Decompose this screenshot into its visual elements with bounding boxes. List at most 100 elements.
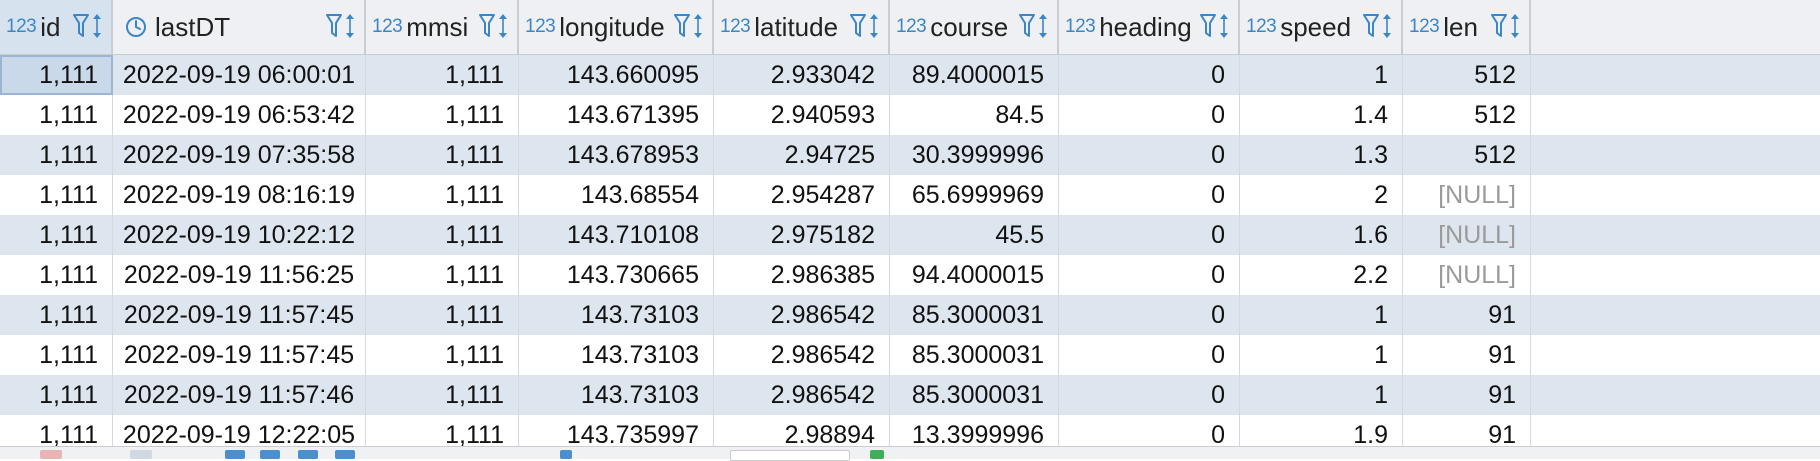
cell-speed[interactable]: 1 xyxy=(1240,335,1403,375)
cell-course[interactable]: 85.3000031 xyxy=(890,335,1059,375)
column-header-course[interactable]: 123 course xyxy=(890,0,1059,54)
cell-speed[interactable]: 1 xyxy=(1240,375,1403,415)
cell-mmsi[interactable]: 1,111 xyxy=(366,175,519,215)
cell-lastDT[interactable]: 2022-09-19 11:57:45 xyxy=(113,335,366,375)
toolbar-button[interactable] xyxy=(298,450,318,459)
table-row[interactable]: 1,111 2022-09-19 10:22:12 1,111 143.710108 2… xyxy=(0,215,1820,255)
filter-icon[interactable] xyxy=(1200,12,1216,45)
cell-lastDT[interactable]: 2022-09-19 10:22:12 xyxy=(113,215,366,255)
table-row[interactable]: 1,111 2022-09-19 11:57:46 1,111 143.73103 2.… xyxy=(0,375,1820,415)
table-row[interactable]: 1,111 2022-09-19 08:16:19 1,111 143.68554 2.… xyxy=(0,175,1820,215)
column-header-speed[interactable]: 123 speed xyxy=(1240,0,1403,54)
cell-course[interactable]: 85.3000031 xyxy=(890,375,1059,415)
table-row[interactable]: 1,111 2022-09-19 11:56:25 1,111 143.730665 2… xyxy=(0,255,1820,295)
filter-icon[interactable] xyxy=(1019,12,1035,45)
cell-lastDT[interactable]: 2022-09-19 07:35:58 xyxy=(113,135,366,175)
filter-icon[interactable] xyxy=(850,12,866,45)
cell-mmsi[interactable]: 1,111 xyxy=(366,255,519,295)
cell-mmsi[interactable]: 1,111 xyxy=(366,295,519,335)
cell-course[interactable]: 89.4000015 xyxy=(890,55,1059,95)
cell-latitude[interactable]: 2.94725 xyxy=(714,135,890,175)
cell-id[interactable]: 1,111 xyxy=(0,415,113,455)
cell-lastDT[interactable]: 2022-09-19 06:00:01 xyxy=(113,55,366,95)
column-header-lastDT[interactable]: lastDT xyxy=(113,0,366,54)
filter-icon[interactable] xyxy=(1363,12,1379,45)
filter-icon[interactable] xyxy=(1491,12,1507,45)
cell-mmsi[interactable]: 1,111 xyxy=(366,335,519,375)
cell-len[interactable]: 91 xyxy=(1403,415,1531,455)
filter-icon[interactable] xyxy=(73,12,89,45)
cell-mmsi[interactable]: 1,111 xyxy=(366,415,519,455)
toolbar-button[interactable] xyxy=(560,450,572,459)
cell-course[interactable]: 30.3999996 xyxy=(890,135,1059,175)
cell-mmsi[interactable]: 1,111 xyxy=(366,55,519,95)
cell-id[interactable]: 1,111 xyxy=(0,295,113,335)
cell-lastDT[interactable]: 2022-09-19 12:22:05 xyxy=(113,415,366,455)
cell-id[interactable]: 1,111 xyxy=(0,215,113,255)
sort-icon[interactable] xyxy=(91,12,103,45)
cell-heading[interactable]: 0 xyxy=(1059,375,1240,415)
column-header-id[interactable]: 123 id xyxy=(0,0,113,54)
cell-len[interactable]: [NULL] xyxy=(1403,255,1531,295)
cell-heading[interactable]: 0 xyxy=(1059,255,1240,295)
cell-latitude[interactable]: 2.986542 xyxy=(714,335,890,375)
cell-course[interactable]: 65.6999969 xyxy=(890,175,1059,215)
cell-len[interactable]: 91 xyxy=(1403,295,1531,335)
cell-id[interactable]: 1,111 xyxy=(0,375,113,415)
toolbar-field[interactable] xyxy=(730,450,850,461)
cell-id[interactable]: 1,111 xyxy=(0,95,113,135)
cell-lastDT[interactable]: 2022-09-19 06:53:42 xyxy=(113,95,366,135)
cell-longitude[interactable]: 143.710108 xyxy=(519,215,714,255)
cell-latitude[interactable]: 2.940593 xyxy=(714,95,890,135)
cell-len[interactable]: [NULL] xyxy=(1403,215,1531,255)
cell-id[interactable]: 1,111 xyxy=(0,135,113,175)
cell-latitude[interactable]: 2.98894 xyxy=(714,415,890,455)
cell-speed[interactable]: 2.2 xyxy=(1240,255,1403,295)
cell-latitude[interactable]: 2.986542 xyxy=(714,375,890,415)
filter-icon[interactable] xyxy=(674,12,690,45)
sort-icon[interactable] xyxy=(1037,12,1049,45)
cell-course[interactable]: 45.5 xyxy=(890,215,1059,255)
cell-latitude[interactable]: 2.954287 xyxy=(714,175,890,215)
table-row[interactable]: 1,111 2022-09-19 11:57:45 1,111 143.73103 2.… xyxy=(0,295,1820,335)
filter-icon[interactable] xyxy=(326,12,342,45)
cell-id[interactable]: 1,111 xyxy=(0,335,113,375)
toolbar-button[interactable] xyxy=(130,450,152,459)
cell-len[interactable]: 512 xyxy=(1403,55,1531,95)
cell-longitude[interactable]: 143.678953 xyxy=(519,135,714,175)
cell-len[interactable]: 512 xyxy=(1403,135,1531,175)
cell-id[interactable]: 1,111 xyxy=(0,175,113,215)
cell-longitude[interactable]: 143.73103 xyxy=(519,375,714,415)
cell-heading[interactable]: 0 xyxy=(1059,215,1240,255)
cell-speed[interactable]: 1 xyxy=(1240,295,1403,335)
cell-speed[interactable]: 1.3 xyxy=(1240,135,1403,175)
cell-latitude[interactable]: 2.986542 xyxy=(714,295,890,335)
table-row[interactable]: 1,111 2022-09-19 06:00:01 1,111 143.660095 2… xyxy=(0,55,1820,95)
cell-latitude[interactable]: 2.986385 xyxy=(714,255,890,295)
toolbar-button[interactable] xyxy=(870,450,884,459)
cell-course[interactable]: 13.3999996 xyxy=(890,415,1059,455)
cell-len[interactable]: 512 xyxy=(1403,95,1531,135)
cell-course[interactable]: 94.4000015 xyxy=(890,255,1059,295)
cell-speed[interactable]: 1 xyxy=(1240,55,1403,95)
cell-speed[interactable]: 1.6 xyxy=(1240,215,1403,255)
sort-icon[interactable] xyxy=(692,12,704,45)
sort-icon[interactable] xyxy=(1381,12,1393,45)
column-header-len[interactable]: 123 len xyxy=(1403,0,1531,54)
sort-icon[interactable] xyxy=(1509,12,1521,45)
cell-heading[interactable]: 0 xyxy=(1059,335,1240,375)
toolbar-button[interactable] xyxy=(335,450,355,459)
cell-len[interactable]: 91 xyxy=(1403,335,1531,375)
cell-longitude[interactable]: 143.73103 xyxy=(519,295,714,335)
sort-icon[interactable] xyxy=(1218,12,1230,45)
cell-longitude[interactable]: 143.730665 xyxy=(519,255,714,295)
toolbar-button[interactable] xyxy=(40,450,62,459)
cell-course[interactable]: 84.5 xyxy=(890,95,1059,135)
cell-longitude[interactable]: 143.68554 xyxy=(519,175,714,215)
cell-longitude[interactable]: 143.73103 xyxy=(519,335,714,375)
cell-heading[interactable]: 0 xyxy=(1059,175,1240,215)
table-row[interactable]: 1,111 2022-09-19 07:35:58 1,111 143.678953 2… xyxy=(0,135,1820,175)
column-header-longitude[interactable]: 123 longitude xyxy=(519,0,714,54)
column-header-mmsi[interactable]: 123 mmsi xyxy=(366,0,519,54)
cell-id[interactable]: 1,111 xyxy=(0,255,113,295)
